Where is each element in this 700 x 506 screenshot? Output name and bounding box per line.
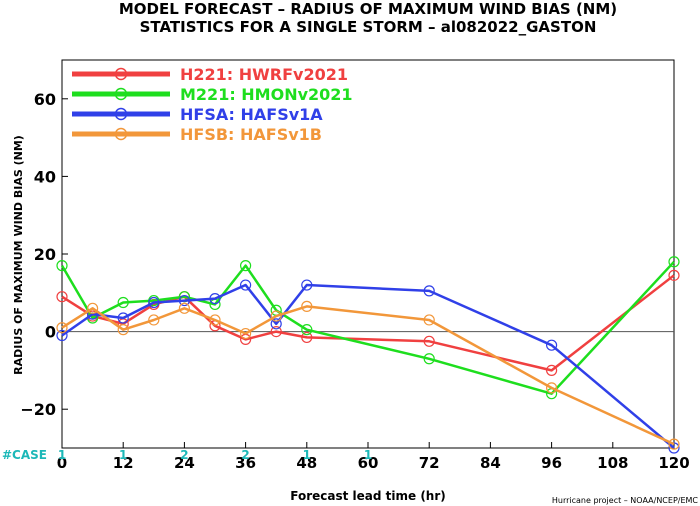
data-point (178, 302, 190, 314)
chart-subtitle: STATISTICS FOR A SINGLE STORM – al082022… (140, 18, 597, 36)
x-tick-label: 72 (419, 454, 440, 472)
x-axis-label: Forecast lead time (hr) (290, 489, 446, 503)
y-tick-label: 40 (34, 167, 56, 186)
y-tick-label: 0 (45, 323, 56, 342)
case-count: 2 (180, 448, 188, 462)
series-2 (56, 256, 680, 400)
legend-marker (114, 107, 128, 121)
x-tick-label: 60 (358, 454, 379, 472)
x-tick-label: 48 (296, 454, 317, 472)
case-count: 1 (303, 448, 311, 462)
y-tick-label: 20 (34, 245, 56, 264)
series-line (61, 274, 675, 372)
series-4 (56, 300, 680, 450)
data-point (117, 312, 129, 324)
y-tick-label: 60 (34, 90, 56, 109)
data-point (56, 329, 68, 342)
data-point (209, 314, 221, 326)
data-point (545, 382, 558, 394)
y-ticks: −20 0 20 40 60 (20, 90, 68, 419)
legend-entry: M221: HMONv2021 (72, 85, 353, 104)
legend-label: HFSA: HAFSv1A (180, 105, 323, 124)
data-point (240, 279, 252, 291)
data-point (148, 296, 160, 309)
data-point (545, 364, 558, 376)
data-point (178, 294, 190, 307)
y-axis-label: RADIUS OF MAXIMUM WIND BIAS (NM) (12, 135, 25, 375)
data-point (668, 256, 680, 268)
data-point (117, 324, 129, 336)
data-point (240, 260, 252, 272)
data-point (56, 322, 68, 334)
data-point (301, 279, 313, 291)
legend-marker (114, 67, 128, 81)
data-point (56, 260, 68, 272)
case-count-label: #CASE (2, 448, 47, 462)
case-counts: 1 1 2 2 1 1 (58, 448, 372, 462)
legend-label: M221: HMONv2021 (180, 85, 353, 104)
data-point (423, 335, 435, 347)
data-point (301, 331, 313, 344)
data-point (270, 326, 282, 338)
x-tick-label: 0 (57, 454, 67, 472)
case-count: 1 (364, 448, 372, 462)
data-point (668, 438, 680, 450)
data-point (301, 300, 313, 312)
case-count: 2 (241, 448, 249, 462)
y-tick-label: −20 (20, 400, 56, 419)
data-point (270, 318, 282, 330)
plot-frame (61, 59, 675, 449)
legend-label: HFSB: HAFSv1B (180, 125, 322, 144)
data-point (423, 353, 435, 365)
x-ticks: 0 12 24 36 48 60 72 84 96 108 120 (57, 442, 690, 472)
data-point (545, 339, 558, 351)
data-point (270, 310, 282, 322)
data-point (117, 296, 129, 309)
data-point (423, 314, 435, 326)
case-count: 1 (119, 448, 127, 462)
x-tick-label: 12 (113, 454, 134, 472)
data-point (301, 324, 313, 336)
credit-text: Hurricane project – NOAA/NCEP/EMC (552, 496, 699, 505)
legend-marker (114, 127, 128, 141)
legend-entry: HFSB: HAFSv1B (72, 125, 322, 144)
data-point (86, 302, 99, 314)
x-tick-label: 120 (658, 454, 689, 472)
data-point (209, 293, 221, 305)
x-tick-label: 96 (541, 454, 562, 472)
legend-entry: HFSA: HAFSv1A (72, 105, 323, 124)
legend-marker (114, 87, 128, 101)
data-point (148, 314, 160, 326)
data-point (668, 269, 680, 281)
case-count: 1 (58, 448, 66, 462)
data-point (423, 285, 435, 297)
x-tick-label: 24 (174, 454, 195, 472)
legend-label: H221: HWRFv2021 (180, 65, 348, 84)
data-point (56, 291, 68, 303)
data-point (240, 327, 252, 340)
x-tick-label: 84 (480, 454, 501, 472)
series-3 (56, 279, 680, 454)
x-tick-label: 108 (597, 454, 628, 472)
series-layer (56, 256, 680, 454)
x-tick-label: 36 (235, 454, 256, 472)
series-line (61, 305, 675, 446)
chart-title: MODEL FORECAST – RADIUS OF MAXIMUM WIND … (119, 0, 617, 18)
series-line (60, 260, 675, 395)
legend-entry: H221: HWRFv2021 (72, 65, 348, 84)
